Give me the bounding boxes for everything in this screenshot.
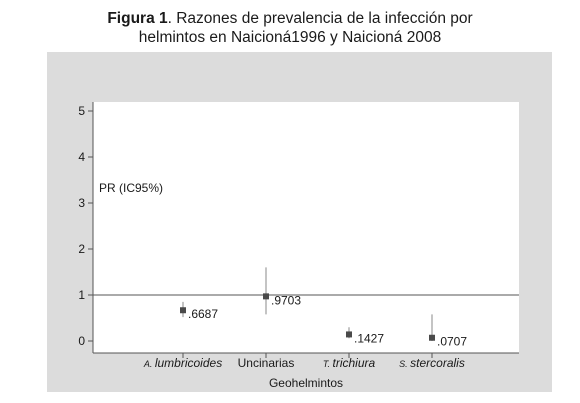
data-label: .0707 — [437, 335, 467, 349]
y-tick-group: 0 1 2 3 4 5 — [78, 104, 93, 348]
data-label: .1427 — [354, 331, 384, 345]
x-axis-label: Geohelmintos — [269, 376, 343, 390]
x-tick-label: T. trichiura — [323, 356, 376, 370]
y-axis-label: PR (IC95%) — [99, 181, 163, 195]
y-tick-label: 5 — [78, 104, 85, 118]
figure-title-text-1: . Razones de prevalencia de la infección… — [167, 10, 473, 27]
data-point-marker — [180, 307, 186, 314]
figure-title-line-1: Figura 1. Razones de prevalencia de la i… — [0, 9, 580, 28]
x-tick-label: Uncinarias — [238, 356, 295, 370]
y-tick-label: 2 — [78, 242, 85, 256]
data-point-marker — [429, 334, 435, 341]
plot-area — [93, 102, 519, 353]
x-tick-group: A. lumbricoides Uncinarias T. trichiura S. … — [143, 353, 465, 370]
figure-title: Figura 1. Razones de prevalencia de la i… — [0, 9, 580, 47]
figure-title-line-2: helmintos en Naicioná1996 y Naicioná 200… — [138, 29, 442, 46]
y-tick-label: 3 — [78, 196, 85, 210]
data-label: .6687 — [188, 307, 218, 321]
x-tick-label: S. stercoralis — [399, 356, 465, 370]
data-point-marker — [263, 293, 269, 300]
data-marks: .6687 .9703 .1427 .0707 — [180, 267, 467, 349]
y-tick-label: 4 — [78, 150, 85, 164]
figure-label: Figura 1 — [107, 10, 168, 27]
y-tick-label: 1 — [78, 288, 85, 302]
data-point-marker — [346, 331, 352, 338]
x-tick-label: A. lumbricoides — [143, 356, 222, 370]
y-tick-label: 0 — [78, 334, 85, 348]
data-label: .9703 — [271, 293, 301, 307]
